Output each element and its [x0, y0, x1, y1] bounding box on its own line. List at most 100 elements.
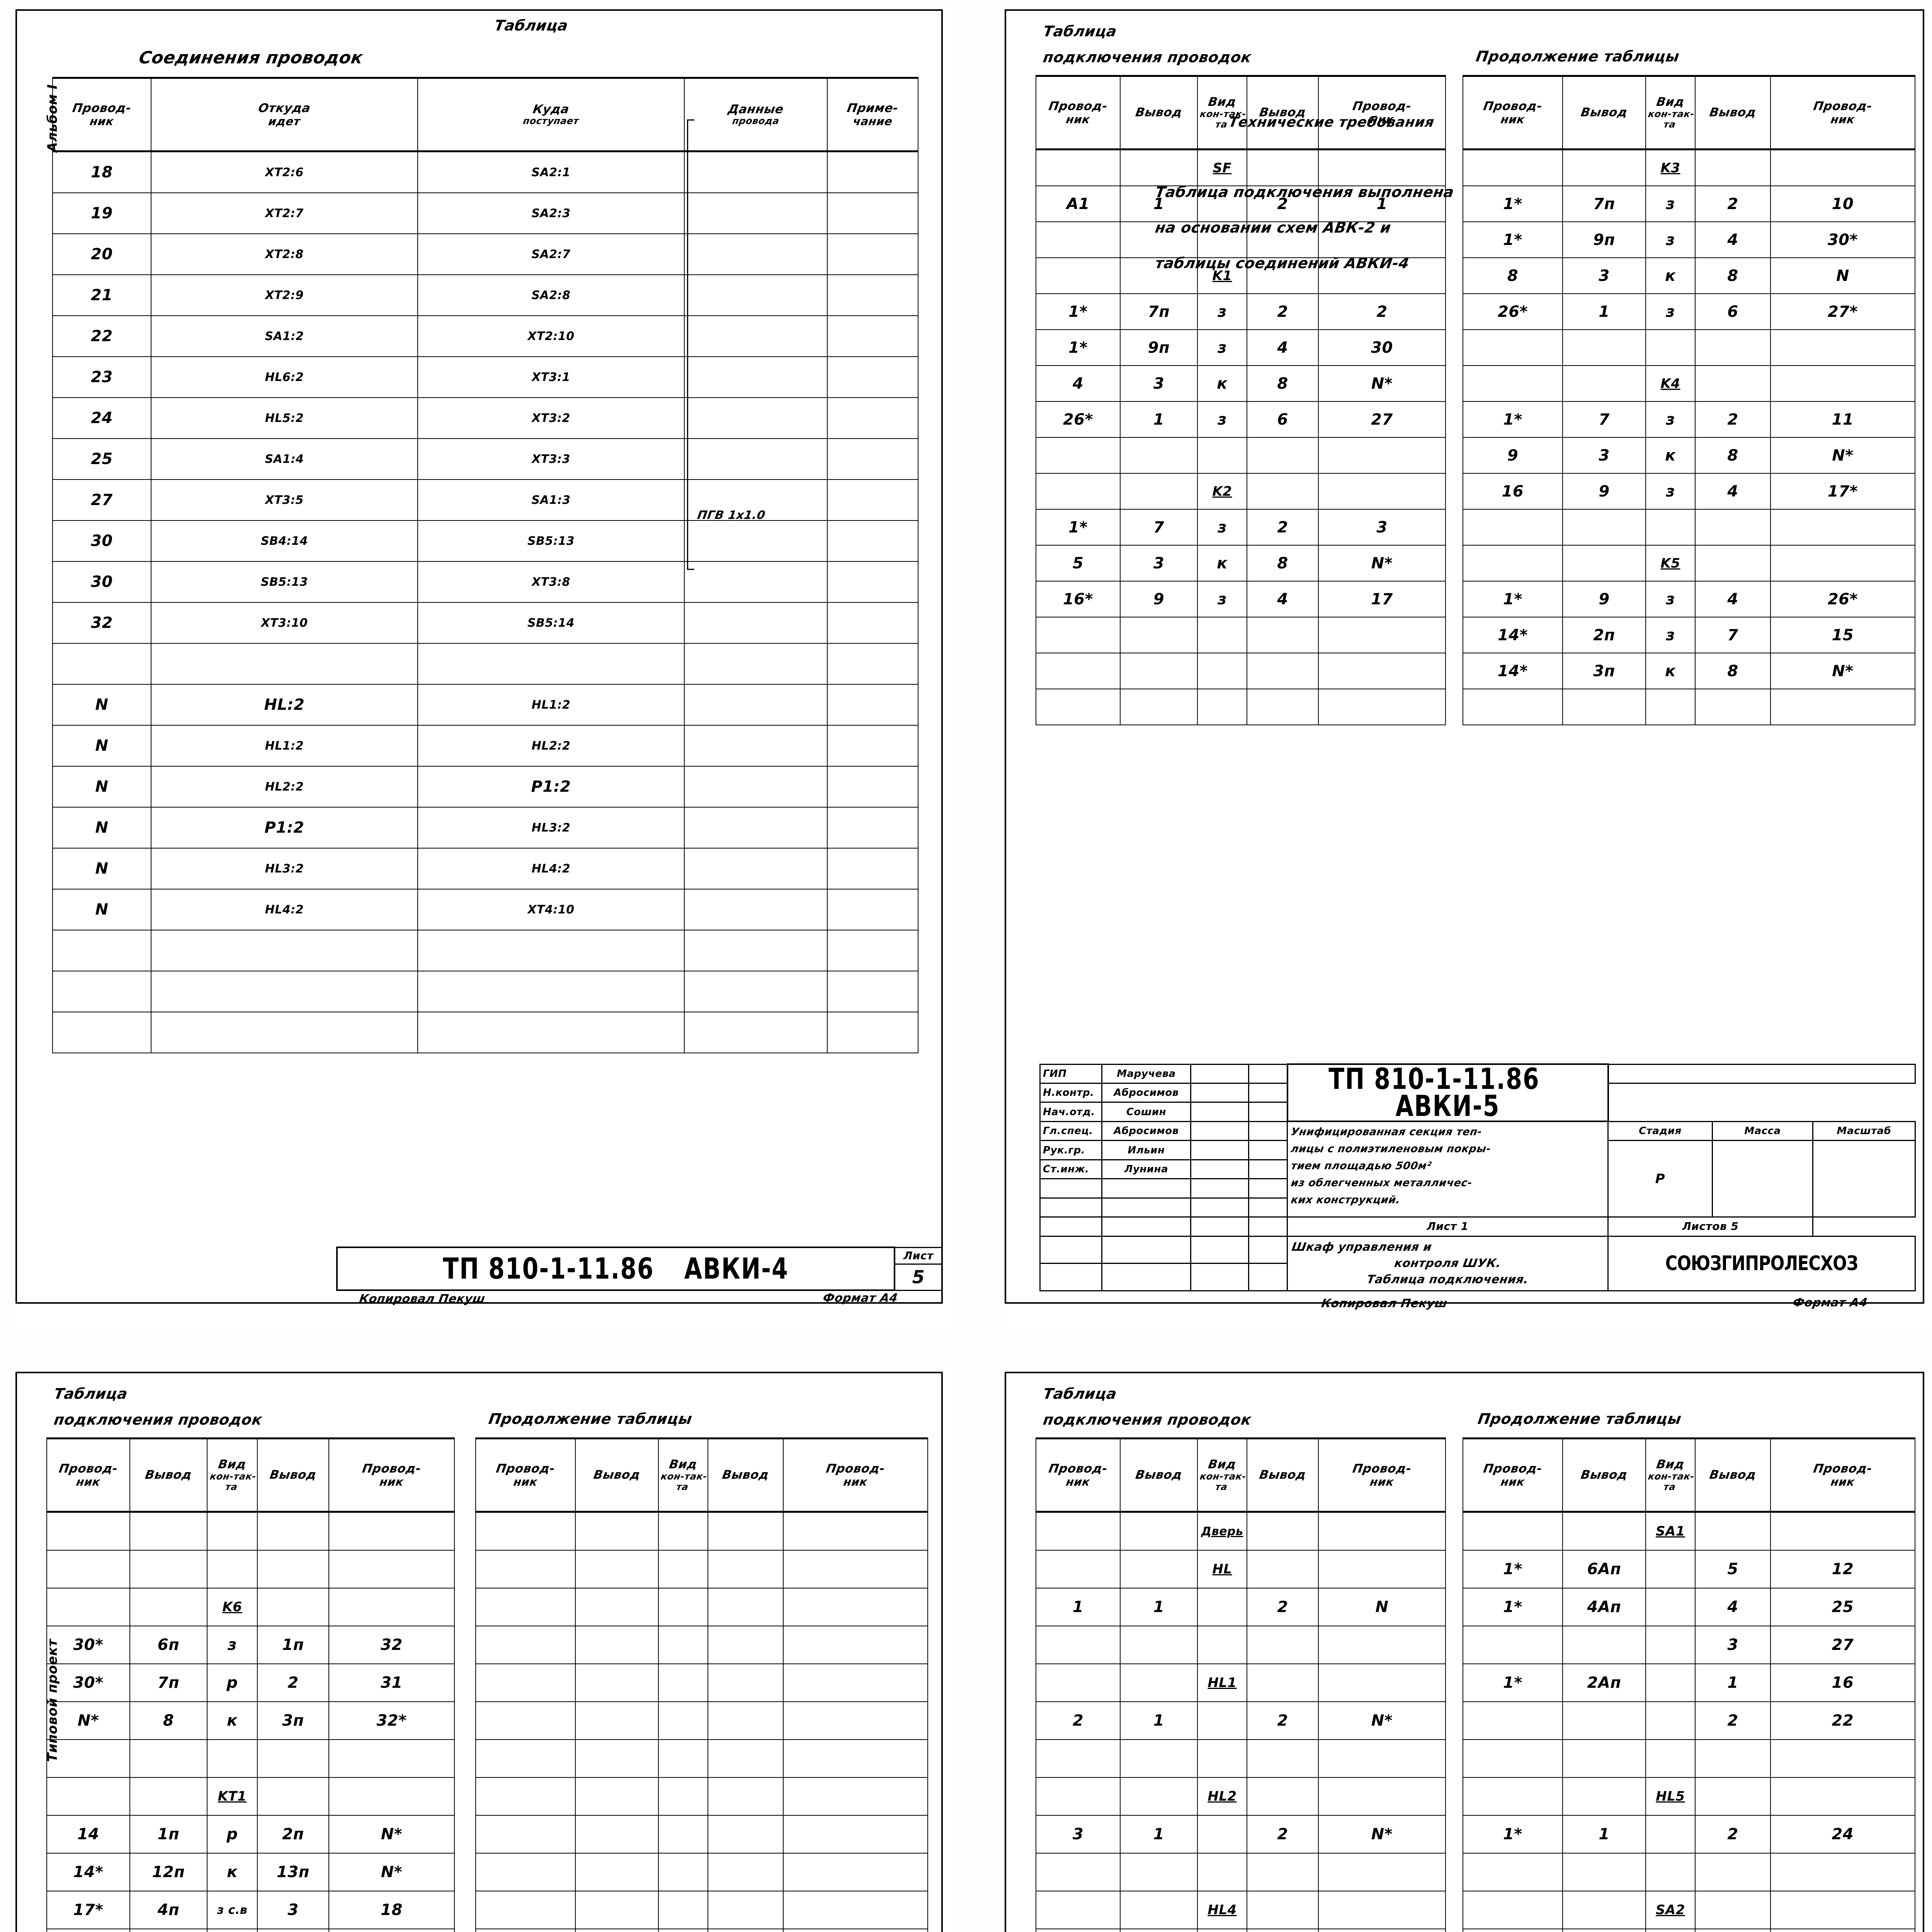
cell-11-0: 32 — [52, 602, 151, 644]
cell-7-0: 26* — [1036, 401, 1121, 438]
stamp-name-9 — [1101, 1235, 1191, 1264]
cell-5-3: 3п — [257, 1701, 329, 1740]
stamp-row: Рук.гр. Ильин Р — [1039, 1140, 1916, 1218]
sheet1-caption-tablica: Таблица — [493, 17, 570, 34]
col-header-1: Вывод — [575, 1437, 659, 1513]
cell-4-0: 26* — [1463, 293, 1563, 330]
stamp-sign-8 — [1190, 1216, 1249, 1237]
cell-8-2 — [1645, 1815, 1696, 1854]
cell-14-3 — [1247, 653, 1319, 689]
cell-9-3: 13п — [257, 1853, 329, 1891]
cell-0-4 — [1770, 149, 1915, 186]
table-row — [1036, 437, 1446, 474]
cell-1-1 — [1120, 1550, 1198, 1588]
cell-16-0: N — [52, 807, 151, 849]
table-row: N HL3:2 HL4:2 — [52, 848, 918, 889]
stamp-date-1 — [1248, 1082, 1288, 1103]
cell-3-0 — [475, 1626, 576, 1664]
cell-12-4 — [827, 643, 918, 685]
cell-14-2: HL2:2 — [417, 725, 685, 767]
cell-9-3 — [1695, 1853, 1771, 1891]
cell-9-0 — [1036, 1853, 1121, 1891]
cell-1-0 — [46, 1550, 130, 1588]
table-row: 18 ХТ2:6 SA2:1 — [52, 151, 918, 193]
cell-5-2 — [1645, 1701, 1696, 1740]
cell-3-4: N — [1770, 257, 1915, 294]
cell-3-2 — [1197, 1626, 1247, 1664]
sheet4-caption-l2: подключения проводок — [1042, 1411, 1253, 1428]
cell-15-0: N — [52, 766, 151, 808]
cell-18-3 — [684, 889, 828, 930]
sheet3-table-right: Провод-ник Вывод Вид кон-так-та Вывод Провод-… — [475, 1437, 928, 1932]
cell-3-3 — [1247, 1626, 1319, 1664]
cell-10-2 — [1645, 509, 1696, 546]
cell-14-0: N — [52, 725, 151, 767]
cell-6-3 — [707, 1739, 784, 1778]
cell-3-2 — [1645, 1626, 1696, 1664]
cell-14-1: HL1:2 — [151, 725, 418, 767]
col-header-3: Вывод — [1695, 1437, 1771, 1513]
cell-8-3 — [1247, 437, 1319, 474]
cell-8-4 — [827, 479, 918, 521]
cell-7-3: 6 — [1247, 401, 1319, 438]
table-row: 23 HL6:2 ХТ3:1 — [52, 356, 918, 398]
cell-0-4 — [783, 1511, 928, 1551]
cell-8-1: 3 — [1562, 437, 1646, 474]
cell-2-1: 9п — [1562, 221, 1646, 258]
table-row: 32 ХТ3:10 SB5:14 — [52, 602, 918, 644]
cell-1-2 — [207, 1550, 258, 1588]
table-row — [52, 930, 918, 971]
table-row: K4 — [1463, 365, 1915, 402]
cell-7-4 — [328, 1777, 455, 1816]
cell-4-2 — [658, 1663, 708, 1702]
cell-7-4 — [827, 438, 918, 480]
stamp-sign-1 — [1190, 1082, 1249, 1103]
stamp-sign-6 — [1190, 1178, 1249, 1199]
cell-1-3 — [257, 1550, 329, 1588]
cell-10-0: 30 — [52, 561, 151, 603]
table-row: 1* 1 2 24 — [1463, 1815, 1915, 1854]
cell-3-2 — [658, 1626, 708, 1664]
cell-17-0: N — [52, 848, 151, 889]
cell-4-4: 2 — [1318, 293, 1446, 330]
table-row — [475, 1663, 928, 1702]
cell-4-3: 2 — [257, 1663, 329, 1702]
table-row — [475, 1891, 928, 1929]
cell-10-3: 2 — [1247, 509, 1319, 546]
cell-4-0: 30* — [46, 1663, 130, 1702]
cell-3-2: K1 — [1197, 257, 1247, 294]
cell-14-1: 3п — [1562, 653, 1646, 689]
cell-5-1: 9п — [1120, 329, 1198, 366]
cell-2-3 — [684, 233, 828, 275]
cell-1-2: з — [1645, 185, 1696, 222]
cell-7-0: 1* — [1463, 401, 1563, 438]
cell-11-3 — [684, 602, 828, 644]
cell-2-0 — [475, 1588, 576, 1626]
cell-6-4 — [827, 397, 918, 439]
cell-3-4: 32 — [328, 1626, 455, 1664]
sheet4-frame — [1005, 1372, 1924, 1932]
stamp-row — [1039, 1178, 1915, 1199]
col-header-0: Провод-ник — [1036, 1437, 1121, 1513]
col-header-2: Вид кон-так-та — [658, 1437, 708, 1513]
cell-6-4: N* — [1318, 365, 1446, 402]
table-row — [52, 643, 918, 685]
sheet1-caption-title: Соединения проводок — [137, 48, 365, 68]
cell-14-2: к — [1645, 653, 1696, 689]
cell-21-3 — [684, 1012, 828, 1053]
cell-1-3: 2 — [1247, 185, 1319, 222]
stamp-row: Нач.отд. Сошин — [1039, 1102, 1915, 1122]
table-row: 1* 7 з 2 11 — [1463, 401, 1915, 438]
table-row: KT1 — [46, 1777, 455, 1816]
table-row — [1036, 689, 1446, 725]
stamp-date-8 — [1248, 1216, 1288, 1237]
cell-3-2: з — [207, 1626, 258, 1664]
stamp-date-7 — [1248, 1197, 1288, 1218]
cell-4-3 — [684, 315, 828, 357]
cell-13-0: 14* — [1463, 617, 1563, 653]
cell-10-1 — [1120, 1891, 1198, 1929]
cell-10-4: 18 — [328, 1891, 455, 1929]
cell-10-0 — [1463, 1891, 1563, 1929]
cell-14-1 — [1120, 653, 1198, 689]
